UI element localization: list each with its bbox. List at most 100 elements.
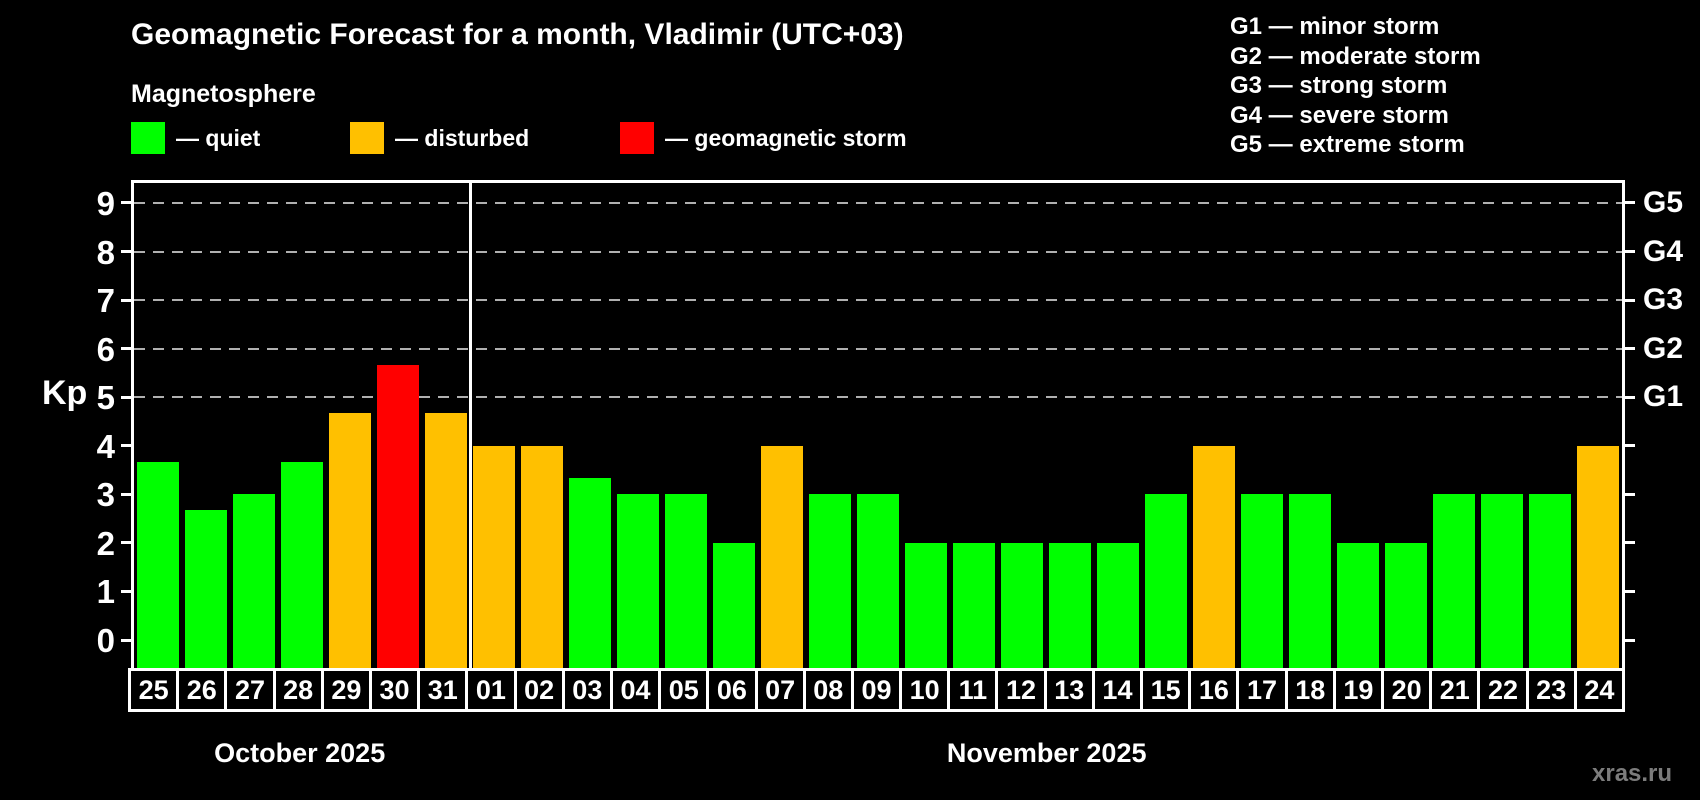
kp-bar xyxy=(1529,494,1571,668)
y-axis-tick-right xyxy=(1625,298,1635,302)
kp-bar xyxy=(377,364,419,668)
date-cell-05: 05 xyxy=(658,668,710,712)
date-cell-08: 08 xyxy=(802,668,854,712)
date-cell-15: 15 xyxy=(1140,668,1192,712)
kp-bar xyxy=(473,445,515,668)
kp-bar xyxy=(857,494,899,668)
kp-bar xyxy=(329,413,371,668)
gridline-kp5 xyxy=(134,396,1622,399)
y-tick-label-5: 5 xyxy=(96,379,115,417)
y-axis-tick-right xyxy=(1625,492,1635,496)
gridline-kp9 xyxy=(134,201,1622,204)
y-tick-label-6: 6 xyxy=(96,330,115,368)
date-cell-09: 09 xyxy=(850,668,903,712)
kp-bar xyxy=(1481,494,1523,668)
kp-bar xyxy=(1001,542,1043,668)
y-axis-tick-left xyxy=(121,395,131,399)
chart-subtitle: Magnetosphere xyxy=(131,80,316,108)
legend-label-disturbed: — disturbed xyxy=(395,124,530,151)
y-tick-label-8: 8 xyxy=(96,233,115,271)
date-cell-14: 14 xyxy=(1091,668,1144,712)
kp-bar xyxy=(521,445,563,668)
month-label-october: October 2025 xyxy=(214,738,386,768)
y-axis-tick-left xyxy=(121,444,131,448)
date-cell-28: 28 xyxy=(272,668,324,712)
kp-bar xyxy=(137,461,179,668)
kp-bar xyxy=(281,461,323,668)
disturbed-color-swatch xyxy=(350,122,384,154)
legend-item-quiet: — quiet xyxy=(131,122,260,154)
date-cell-01: 01 xyxy=(465,668,517,712)
kp-bar xyxy=(905,542,947,668)
kp-bar xyxy=(1577,445,1619,668)
y-axis-tick-right xyxy=(1625,589,1635,593)
kp-bar xyxy=(425,413,467,668)
gridline-kp7 xyxy=(134,299,1622,302)
storm-scale-g3: G3 — strong storm xyxy=(1230,72,1448,99)
date-cell-04: 04 xyxy=(609,668,662,712)
y-axis-tick-right xyxy=(1625,444,1635,448)
chart-title: Geomagnetic Forecast for a month, Vladim… xyxy=(131,18,904,51)
y-axis-tick-left xyxy=(121,298,131,302)
date-cell-20: 20 xyxy=(1381,668,1433,712)
y-tick-label-4: 4 xyxy=(96,427,115,465)
date-cell-29: 29 xyxy=(320,668,372,712)
kp-bar xyxy=(1433,494,1475,668)
right-axis-label-g1: G1 xyxy=(1643,380,1684,414)
storm-scale-g2: G2 — moderate storm xyxy=(1230,42,1481,70)
kp-bar xyxy=(809,494,851,668)
legend-item-disturbed: — disturbed xyxy=(350,122,529,154)
date-cell-06: 06 xyxy=(706,668,758,712)
right-axis-label-g3: G3 xyxy=(1643,283,1684,317)
date-cell-31: 31 xyxy=(417,668,469,712)
y-axis-tick-left xyxy=(121,347,131,351)
date-cell-03: 03 xyxy=(561,668,613,712)
y-tick-label-7: 7 xyxy=(96,282,115,320)
date-cell-24: 24 xyxy=(1573,668,1625,712)
y-tick-label-9: 9 xyxy=(96,184,115,222)
right-axis-label-g4: G4 xyxy=(1643,234,1684,268)
kp-bar xyxy=(233,494,275,668)
y-axis-tick-right xyxy=(1625,541,1635,545)
date-cell-23: 23 xyxy=(1525,668,1577,712)
kp-bar xyxy=(1289,494,1331,668)
right-axis-label-g5: G5 xyxy=(1643,185,1684,219)
date-cell-16: 16 xyxy=(1188,668,1240,712)
storm-scale-g5: G5 — extreme storm xyxy=(1230,131,1465,158)
date-cell-26: 26 xyxy=(176,668,228,712)
y-tick-label-3: 3 xyxy=(96,476,115,514)
y-tick-label-2: 2 xyxy=(96,524,115,562)
storm-scale-legend: G1 — minor storm G2 — moderate storm G3 … xyxy=(1230,12,1481,160)
legend-item-storm: — geomagnetic storm xyxy=(620,122,907,154)
legend-label-storm: — geomagnetic storm xyxy=(665,124,907,151)
y-tick-label-1: 1 xyxy=(96,573,115,611)
date-cell-17: 17 xyxy=(1236,668,1288,712)
date-cell-18: 18 xyxy=(1284,668,1336,712)
kp-bar xyxy=(1241,494,1283,668)
y-axis-tick-right xyxy=(1625,395,1635,399)
kp-bar xyxy=(1385,542,1427,668)
plot-area xyxy=(131,180,1625,668)
month-divider-line xyxy=(468,183,472,668)
gridline-kp6 xyxy=(134,347,1622,350)
kp-bar xyxy=(1145,494,1187,668)
storm-scale-g1: G1 — minor storm xyxy=(1230,13,1440,40)
date-cell-25: 25 xyxy=(128,668,180,712)
kp-bar xyxy=(1337,542,1379,668)
storm-scale-g4: G4 — severe storm xyxy=(1230,101,1449,129)
date-cell-19: 19 xyxy=(1332,668,1385,712)
y-tick-label-0: 0 xyxy=(96,622,115,659)
right-axis-label-g2: G2 xyxy=(1643,331,1684,365)
y-axis-tick-right xyxy=(1625,347,1635,351)
kp-bar xyxy=(953,542,995,668)
kp-bar xyxy=(665,494,707,668)
date-cell-30: 30 xyxy=(368,668,421,712)
date-cell-02: 02 xyxy=(513,668,565,712)
y-axis-tick-right xyxy=(1625,201,1635,205)
date-cell-13: 13 xyxy=(1043,668,1095,712)
y-axis-tick-left xyxy=(121,201,131,205)
kp-bar xyxy=(1097,542,1139,668)
kp-bar xyxy=(569,478,611,668)
kp-bar xyxy=(761,445,803,668)
